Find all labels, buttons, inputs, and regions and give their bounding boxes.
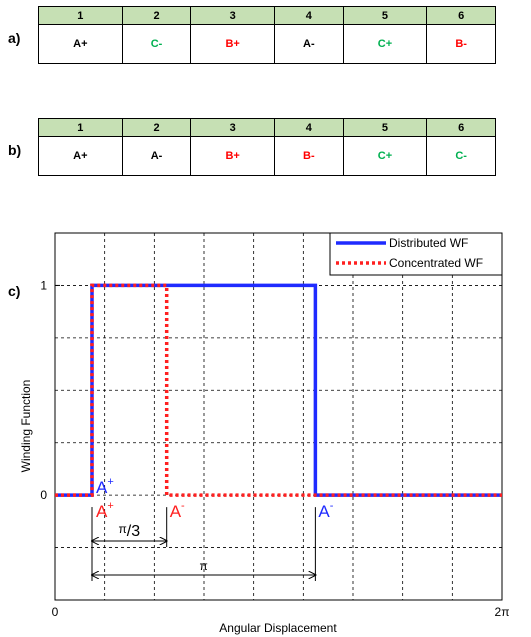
table-value-row: A+ C- B+ A- C+ B- bbox=[38, 24, 496, 64]
slot-phase-cell: C- bbox=[121, 24, 192, 64]
axis-ticks: 0 1 0 2π bbox=[40, 278, 509, 619]
legend: Distributed WF Concentrated WF bbox=[329, 232, 503, 276]
slot-phase-cell: C+ bbox=[342, 136, 428, 176]
slot-phase-cell: A- bbox=[274, 24, 344, 64]
slot-phase-cell: A+ bbox=[38, 136, 123, 176]
span-dimensions: π/3 π bbox=[92, 507, 315, 581]
phase-annotation-a-minus-red: A- bbox=[170, 500, 185, 521]
span-label: π bbox=[200, 559, 208, 573]
slot-phase-cell: A+ bbox=[38, 24, 123, 64]
slot-number-2: 2 bbox=[121, 118, 192, 137]
slot-number-3: 3 bbox=[190, 6, 275, 25]
slot-number-4: 4 bbox=[274, 118, 344, 137]
slot-number-1: 1 bbox=[38, 6, 123, 25]
y-axis-label: Winding Function bbox=[19, 380, 33, 473]
slot-phase-cell: B+ bbox=[190, 24, 275, 64]
slot-phase-cell: B- bbox=[426, 24, 496, 64]
slot-phase-cell: B- bbox=[274, 136, 344, 176]
x-tick-label: 2π bbox=[495, 605, 510, 619]
panel-label-b: b) bbox=[8, 142, 22, 158]
slot-number-2: 2 bbox=[121, 6, 192, 25]
slot-phase-cell: C+ bbox=[342, 24, 428, 64]
y-tick-label: 0 bbox=[40, 488, 47, 502]
phase-annotation-a-minus-blue: A- bbox=[318, 500, 333, 521]
grid-lines bbox=[55, 233, 502, 600]
phase-annotation-a-plus-blue: A+ bbox=[96, 476, 114, 497]
slot-number-6: 6 bbox=[426, 6, 496, 25]
slot-number-5: 5 bbox=[342, 6, 428, 25]
x-tick-label: 0 bbox=[52, 605, 59, 619]
series-lines bbox=[55, 283, 502, 497]
panel-label-a: a) bbox=[8, 30, 21, 46]
phase-annotation-a-plus-red: A+ bbox=[96, 500, 114, 521]
slot-number-3: 3 bbox=[190, 118, 275, 137]
slot-number-4: 4 bbox=[274, 6, 344, 25]
legend-box bbox=[329, 232, 503, 276]
y-tick-label: 1 bbox=[40, 278, 47, 292]
phase-annotations: A+ A+ A- A- bbox=[96, 476, 334, 521]
slot-number-1: 1 bbox=[38, 118, 123, 137]
slot-phase-cell: C- bbox=[426, 136, 496, 176]
concentrated-wf-line bbox=[55, 283, 502, 497]
legend-label: Concentrated WF bbox=[389, 256, 483, 270]
slot-phase-cell: A- bbox=[121, 136, 192, 176]
slot-number-5: 5 bbox=[342, 118, 428, 137]
winding-function-chart: 0 1 0 2π π/3 π A+ A+ A- A- Distributed WF Concen… bbox=[19, 232, 509, 635]
panel-label-c: c) bbox=[8, 283, 21, 299]
slot-phase-cell: B+ bbox=[190, 136, 275, 176]
legend-label: Distributed WF bbox=[389, 236, 468, 250]
x-axis-label: Angular Displacement bbox=[219, 621, 337, 635]
span-label: π/3 bbox=[119, 522, 141, 540]
plot-frame bbox=[54, 232, 503, 601]
table-value-row: A+ A- B+ B- C+ C- bbox=[38, 136, 496, 176]
slot-number-6: 6 bbox=[426, 118, 496, 137]
